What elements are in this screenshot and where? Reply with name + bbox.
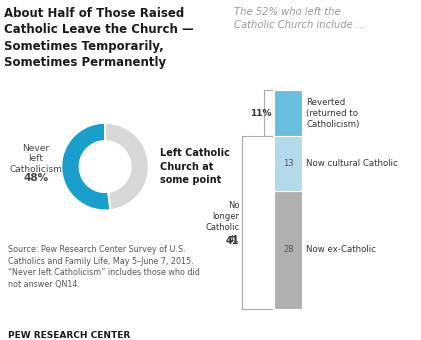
Text: About Half of Those Raised
Catholic Leave the Church —
Sometimes Temporarily,
So: About Half of Those Raised Catholic Leav… — [4, 7, 194, 69]
Text: 41: 41 — [226, 236, 240, 246]
Bar — [274, 90, 302, 136]
Bar — [274, 136, 302, 191]
Wedge shape — [105, 123, 149, 210]
Text: Now cultural Catholic: Now cultural Catholic — [306, 159, 398, 168]
Text: Now ex-Catholic: Now ex-Catholic — [306, 245, 376, 254]
Text: 52: 52 — [101, 158, 125, 175]
Text: 28: 28 — [283, 245, 294, 254]
Bar — [274, 191, 302, 309]
Wedge shape — [61, 123, 111, 210]
Text: Reverted
(returned to
Catholicism): Reverted (returned to Catholicism) — [306, 98, 360, 129]
Text: 48%: 48% — [23, 173, 48, 183]
Text: Left Catholic
Church at
some point: Left Catholic Church at some point — [160, 148, 230, 185]
Text: Never
left
Catholicism: Never left Catholicism — [9, 144, 62, 174]
Text: No
longer
Catholic
41: No longer Catholic 41 — [205, 201, 240, 243]
Text: PEW RESEARCH CENTER: PEW RESEARCH CENTER — [8, 331, 131, 340]
Text: 13: 13 — [283, 159, 294, 168]
Text: The 52% who left the
Catholic Church include ...: The 52% who left the Catholic Church inc… — [234, 7, 365, 30]
Text: 11%: 11% — [250, 108, 272, 118]
Text: Source: Pew Research Center Survey of U.S.
Catholics and Family Life, May 5–June: Source: Pew Research Center Survey of U.… — [8, 245, 200, 289]
